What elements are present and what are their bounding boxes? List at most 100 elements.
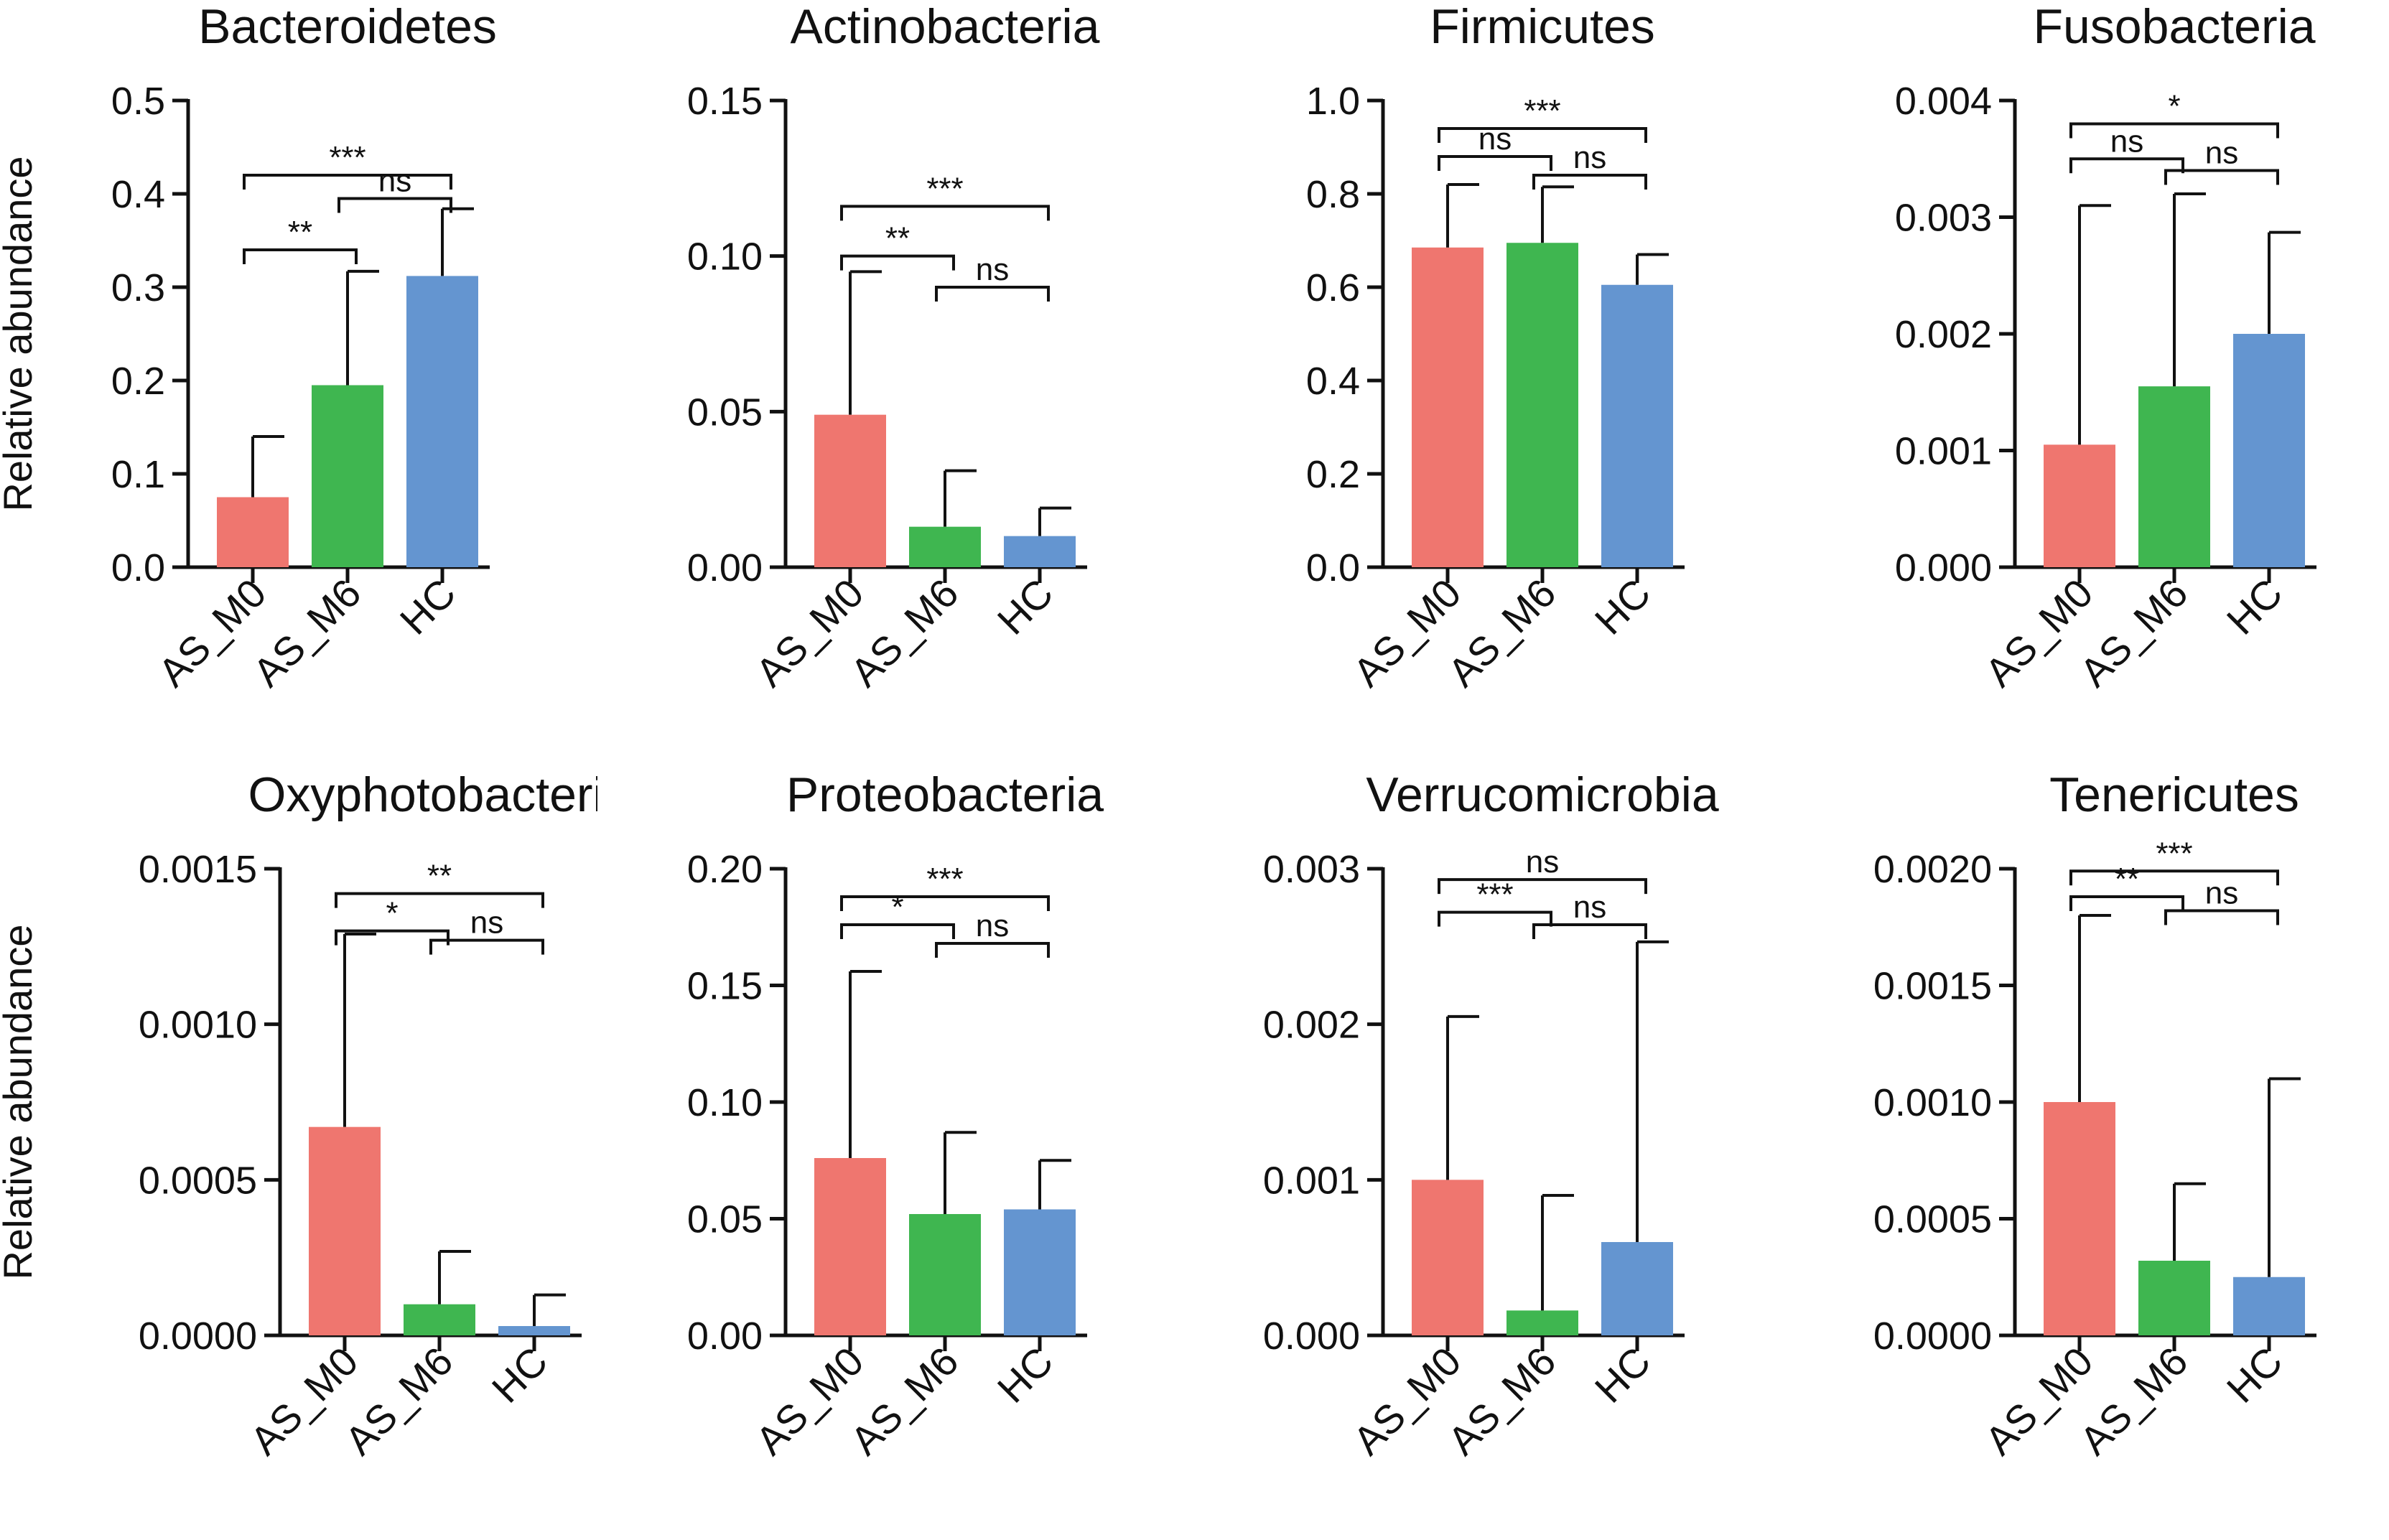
x-tick-label: AS_M6: [842, 570, 967, 695]
significance-bracket: [335, 892, 544, 908]
y-tick-label: 0.00: [687, 546, 763, 589]
y-tick-label: 0.5: [111, 80, 165, 123]
y-tick-label: 0.0020: [1873, 848, 1992, 891]
y-tick-label: 0.004: [1895, 80, 1992, 123]
y-tick-label: 0.2: [111, 360, 165, 403]
bar-as-m6: [2138, 386, 2210, 567]
significance-bracket: [2069, 895, 2184, 911]
y-tick-label: 0.0005: [1873, 1198, 1992, 1241]
y-axis-label: Relative abundance: [0, 924, 40, 1279]
x-tick-label: AS_M6: [1439, 1338, 1564, 1463]
y-tick-label: 0.0000: [1873, 1315, 1992, 1358]
y-tick-label: 0.002: [1263, 1004, 1360, 1047]
significance-bracket: [243, 174, 452, 190]
panel-oxyphotobacteria: Oxyphotobacteria 0.0000 0.0005 0.0010 0.0015…: [0, 767, 631, 1536]
chart-svg: Bacteroidetes 0.0 0.1 0.2 0.3 0.4 0.5 Relative …: [0, 0, 497, 695]
panel-firmicutes: Firmicutes 0.0 0.2 0.4 0.6 0.8 1.0 AS_M0 AS_M6 HC…: [1195, 0, 1792, 768]
chart-title: Firmicutes: [1430, 0, 1655, 54]
y-tick-label: 0.0: [111, 546, 165, 589]
significance-label: *: [386, 896, 398, 931]
x-tick-label: HC: [2218, 1338, 2291, 1411]
y-tick-label: 0.4: [1306, 360, 1360, 403]
significance-bracket: [243, 248, 358, 264]
y-tick-label: 0.0000: [139, 1315, 257, 1358]
y-tick-label: 0.6: [1306, 266, 1360, 309]
bar-as-m6: [909, 1214, 981, 1335]
x-tick-label: AS_M6: [336, 1338, 461, 1463]
y-tick-label: 0.2: [1306, 453, 1360, 496]
y-tick-label: 0.00: [687, 1315, 763, 1358]
y-tick-label: 0.1: [111, 453, 165, 496]
significance-bracket: [2164, 169, 2279, 185]
chart-title: Bacteroidetes: [198, 0, 497, 54]
significance-bracket: [2069, 157, 2184, 174]
bar-hc: [1004, 1209, 1076, 1335]
x-tick-label: AS_M6: [244, 570, 369, 695]
x-tick-label: AS_M6: [842, 1338, 967, 1463]
chart-title: Verrucomicrobia: [1366, 768, 1718, 822]
significance-bracket: [2069, 122, 2279, 139]
y-tick-label: 0.3: [111, 266, 165, 309]
significance-label: **: [288, 215, 312, 250]
chart-title: Actinobacteria: [791, 0, 1100, 54]
y-tick-label: 0.8: [1306, 173, 1360, 216]
bar-as-m0: [814, 1158, 886, 1335]
y-tick-label: 0.0015: [139, 848, 257, 891]
y-tick-label: 0.0010: [139, 1004, 257, 1047]
x-tick-label: HC: [1586, 570, 1659, 643]
y-tick-label: 0.001: [1895, 430, 1992, 473]
x-tick-label: HC: [2218, 570, 2291, 643]
bar-as-m6: [1506, 1310, 1578, 1335]
chart-title: Proteobacteria: [786, 768, 1104, 822]
significance-label: ***: [1476, 877, 1513, 913]
significance-bracket: [2069, 869, 2279, 886]
y-tick-label: 0.20: [687, 848, 763, 891]
x-tick-label: HC: [391, 570, 465, 643]
significance-bracket: [337, 197, 452, 213]
bar-hc: [2233, 334, 2305, 567]
bar-hc: [1601, 1242, 1673, 1335]
y-tick-label: 0.10: [687, 1081, 763, 1124]
chart-svg: Oxyphotobacteria 0.0000 0.0005 0.0010 0.0015…: [0, 767, 631, 1463]
y-tick-label: 0.0005: [139, 1159, 257, 1202]
chart-title: Fusobacteria: [2033, 0, 2315, 54]
significance-label: ***: [2156, 836, 2192, 871]
x-tick-label: HC: [989, 570, 1062, 643]
y-tick-label: 0.05: [687, 391, 763, 434]
significance-bracket: [840, 205, 1050, 221]
chart-svg: Actinobacteria 0.00 0.05 0.10 0.15 AS_M0AS_M6…: [687, 0, 1100, 695]
significance-label: ns: [470, 905, 503, 941]
bar-hc: [406, 276, 478, 567]
bar-as-m6: [909, 526, 981, 567]
y-tick-label: 0.000: [1263, 1315, 1360, 1358]
significance-label: **: [427, 859, 452, 894]
x-tick-label: AS_M0: [747, 570, 872, 695]
significance-label: ns: [1573, 140, 1606, 175]
chart-title: Tenericutes: [2049, 768, 2299, 822]
bar-hc: [498, 1326, 570, 1335]
y-tick-label: 1.0: [1306, 80, 1360, 123]
significance-label: ns: [2205, 876, 2238, 911]
x-tick-label: HC: [483, 1338, 556, 1411]
bar-as-m0: [217, 497, 289, 567]
bar-hc: [1004, 536, 1076, 567]
bar-as-m6: [312, 385, 383, 567]
significance-label: ***: [926, 171, 963, 206]
significance-label: ***: [329, 140, 365, 175]
significance-bracket: [935, 286, 1050, 302]
y-tick-label: 0.0: [1306, 546, 1360, 589]
x-tick-label: HC: [989, 1338, 1062, 1411]
significance-bracket: [1532, 923, 1647, 939]
significance-bracket: [335, 929, 450, 946]
y-tick-label: 0.003: [1895, 197, 1992, 240]
significance-label: *: [891, 890, 903, 925]
chart-svg: Verrucomicrobia 0.000 0.001 0.002 0.003 AS_M0…: [1263, 767, 1719, 1463]
bar-as-m6: [1506, 243, 1578, 567]
chart-svg: Proteobacteria 0.00 0.05 0.10 0.15 0.20 AS_M0A…: [687, 767, 1104, 1463]
chart-svg: Fusobacteria 0.000 0.001 0.002 0.003 0.004 AS_…: [1895, 0, 2316, 695]
significance-bracket: [1438, 127, 1647, 143]
significance-bracket: [1438, 910, 1552, 927]
bar-as-m0: [2044, 444, 2115, 567]
